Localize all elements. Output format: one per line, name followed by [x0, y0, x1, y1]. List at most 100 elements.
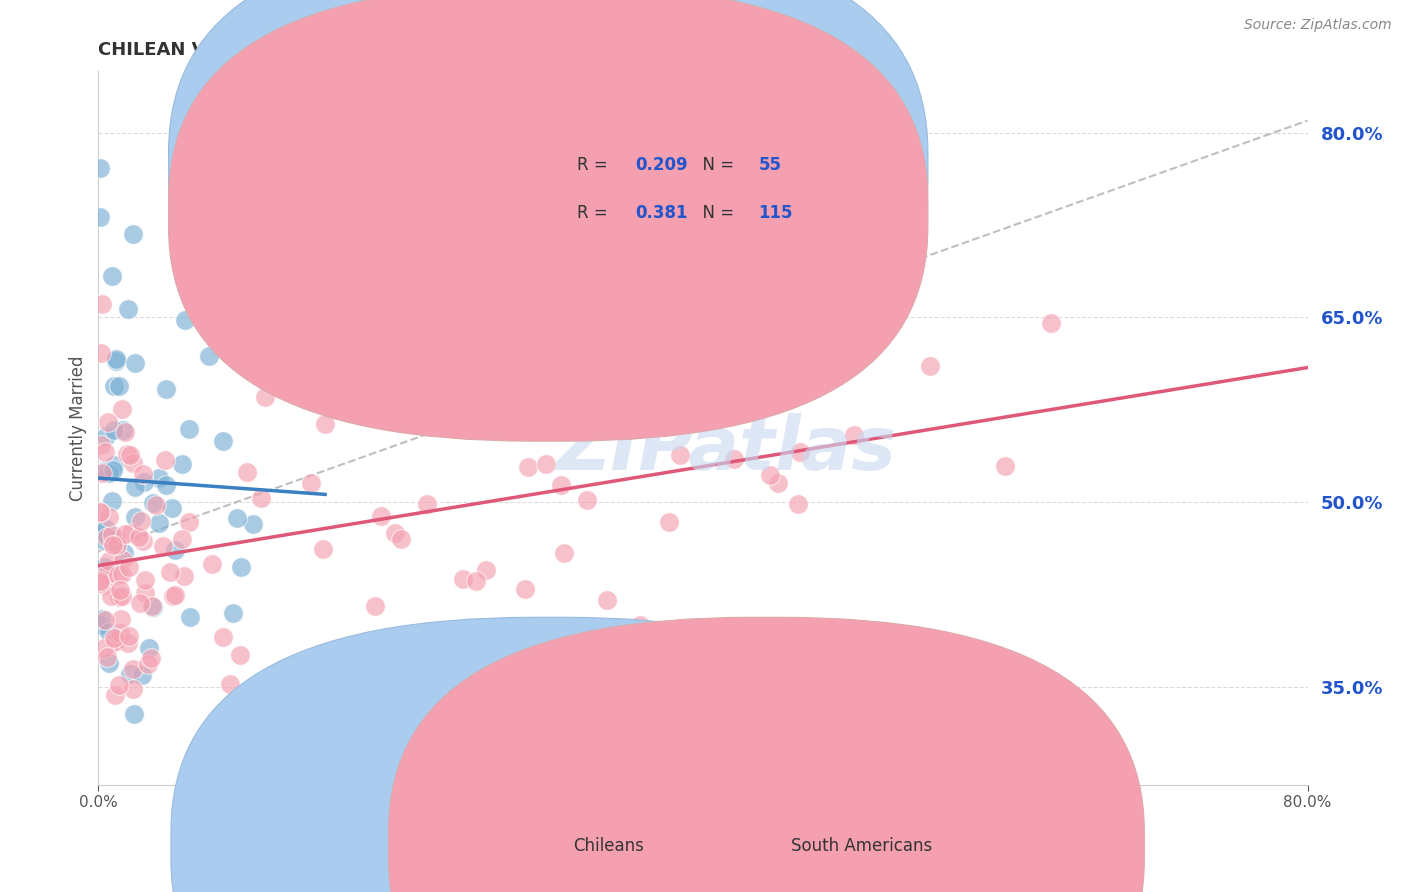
Point: [122, 457, 145, 471]
Point: [93, 464, 115, 478]
Point: [115, 447, 138, 461]
Point: [628, 618, 651, 632]
Text: 55: 55: [759, 156, 782, 175]
Point: [114, 527, 136, 541]
Point: [384, 526, 406, 541]
Point: [121, 681, 143, 696]
Point: [122, 706, 145, 721]
Point: [105, 351, 128, 366]
Point: [112, 553, 135, 567]
Point: [98, 466, 121, 480]
Point: [222, 607, 245, 621]
Point: [253, 390, 276, 404]
Point: [789, 445, 811, 459]
Text: ZIPatlas: ZIPatlas: [557, 413, 897, 486]
Point: [103, 458, 125, 472]
Point: [134, 586, 156, 600]
Point: [118, 667, 141, 681]
Point: [89, 161, 111, 176]
Point: [574, 409, 596, 424]
Text: Chileans: Chileans: [574, 837, 644, 855]
Point: [139, 650, 162, 665]
Point: [111, 401, 134, 416]
Point: [96, 649, 118, 664]
Point: [101, 537, 124, 551]
Point: [105, 537, 128, 551]
FancyBboxPatch shape: [388, 617, 1144, 892]
Point: [994, 459, 1017, 474]
Point: [231, 560, 253, 574]
Point: [104, 354, 127, 368]
Point: [93, 641, 115, 656]
Point: [172, 458, 194, 472]
Text: South Americans: South Americans: [792, 837, 932, 855]
Point: [844, 428, 866, 442]
Point: [155, 452, 177, 467]
Point: [91, 297, 114, 311]
Point: [723, 452, 745, 467]
FancyBboxPatch shape: [509, 128, 824, 228]
Point: [312, 729, 335, 743]
Point: [219, 677, 242, 691]
Point: [89, 575, 111, 590]
Point: [89, 574, 111, 589]
Point: [129, 514, 152, 528]
Point: [89, 618, 111, 632]
Point: [124, 356, 146, 370]
Point: [465, 574, 488, 588]
Point: [197, 349, 219, 363]
Point: [787, 496, 810, 510]
Point: [136, 657, 159, 671]
Point: [201, 557, 224, 571]
Point: [118, 560, 141, 574]
Point: [177, 422, 200, 436]
Point: [211, 630, 233, 644]
Point: [101, 533, 124, 548]
Point: [165, 543, 187, 558]
Point: [90, 346, 112, 360]
Text: 0.381: 0.381: [636, 204, 688, 222]
Point: [104, 532, 127, 546]
Point: [141, 599, 163, 613]
Point: [152, 539, 174, 553]
Point: [475, 563, 498, 577]
Point: [98, 625, 121, 640]
Point: [107, 567, 129, 582]
Point: [616, 388, 638, 402]
Point: [103, 688, 125, 702]
Text: R =: R =: [578, 156, 613, 175]
Point: [312, 542, 335, 557]
Text: 115: 115: [759, 204, 793, 222]
Point: [389, 532, 412, 546]
Point: [766, 475, 789, 490]
Text: Source: ZipAtlas.com: Source: ZipAtlas.com: [1244, 18, 1392, 32]
Point: [128, 530, 150, 544]
Point: [117, 302, 139, 317]
Point: [94, 444, 117, 458]
Point: [758, 467, 780, 482]
Point: [165, 588, 187, 602]
Point: [97, 656, 120, 670]
Point: [387, 376, 409, 391]
Point: [108, 379, 131, 393]
Point: [89, 524, 111, 539]
Point: [104, 634, 127, 648]
Text: CHILEAN VS SOUTH AMERICAN CURRENTLY MARRIED CORRELATION CHART: CHILEAN VS SOUTH AMERICAN CURRENTLY MARR…: [98, 41, 852, 59]
Point: [415, 497, 437, 511]
Point: [148, 471, 170, 485]
Point: [148, 516, 170, 530]
Text: 0.209: 0.209: [636, 156, 688, 175]
Point: [121, 227, 143, 241]
Point: [789, 384, 811, 399]
Point: [229, 648, 252, 662]
Point: [108, 678, 131, 692]
Point: [100, 269, 122, 284]
Point: [97, 415, 120, 429]
Point: [112, 423, 135, 437]
Point: [114, 425, 136, 439]
Point: [98, 510, 121, 524]
Point: [111, 566, 134, 581]
Point: [104, 635, 127, 649]
Point: [142, 496, 165, 510]
Point: [89, 211, 111, 225]
